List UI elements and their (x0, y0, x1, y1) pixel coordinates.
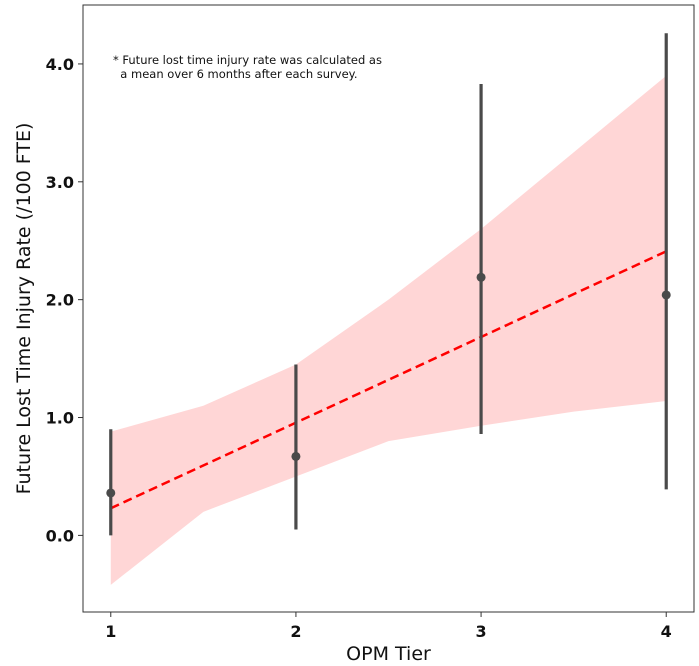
x-tick-label: 3 (476, 622, 487, 641)
x-tick-label: 2 (290, 622, 301, 641)
y-tick-label: 4.0 (46, 55, 74, 74)
y-tick-label: 2.0 (46, 291, 74, 310)
data-point (291, 451, 301, 461)
x-axis-title: OPM Tier (346, 643, 431, 665)
y-axis-title: Future Lost Time Injury Rate (/100 FTE) (13, 123, 35, 495)
regression-line (110, 250, 667, 510)
y-tick-label: 0.0 (46, 526, 74, 545)
x-tick-label: 1 (105, 622, 116, 641)
data-point (106, 488, 116, 498)
data-points (106, 272, 671, 498)
confidence-band (110, 75, 667, 585)
y-tick-label: 1.0 (46, 409, 74, 428)
annotation-line-1: * Future lost time injury rate was calcu… (113, 53, 382, 67)
plot-frame (82, 4, 695, 613)
y-tick-label: 3.0 (46, 173, 74, 192)
data-point (476, 272, 486, 282)
data-point (661, 290, 671, 300)
y-axis-ticks: 0.0 1.0 2.0 3.0 4.0 (46, 55, 83, 545)
x-axis-ticks: 1 2 3 4 (105, 612, 672, 641)
x-tick-label: 4 (661, 622, 672, 641)
error-bars (109, 33, 668, 536)
annotation-line-2: a mean over 6 months after each survey. (113, 67, 358, 81)
